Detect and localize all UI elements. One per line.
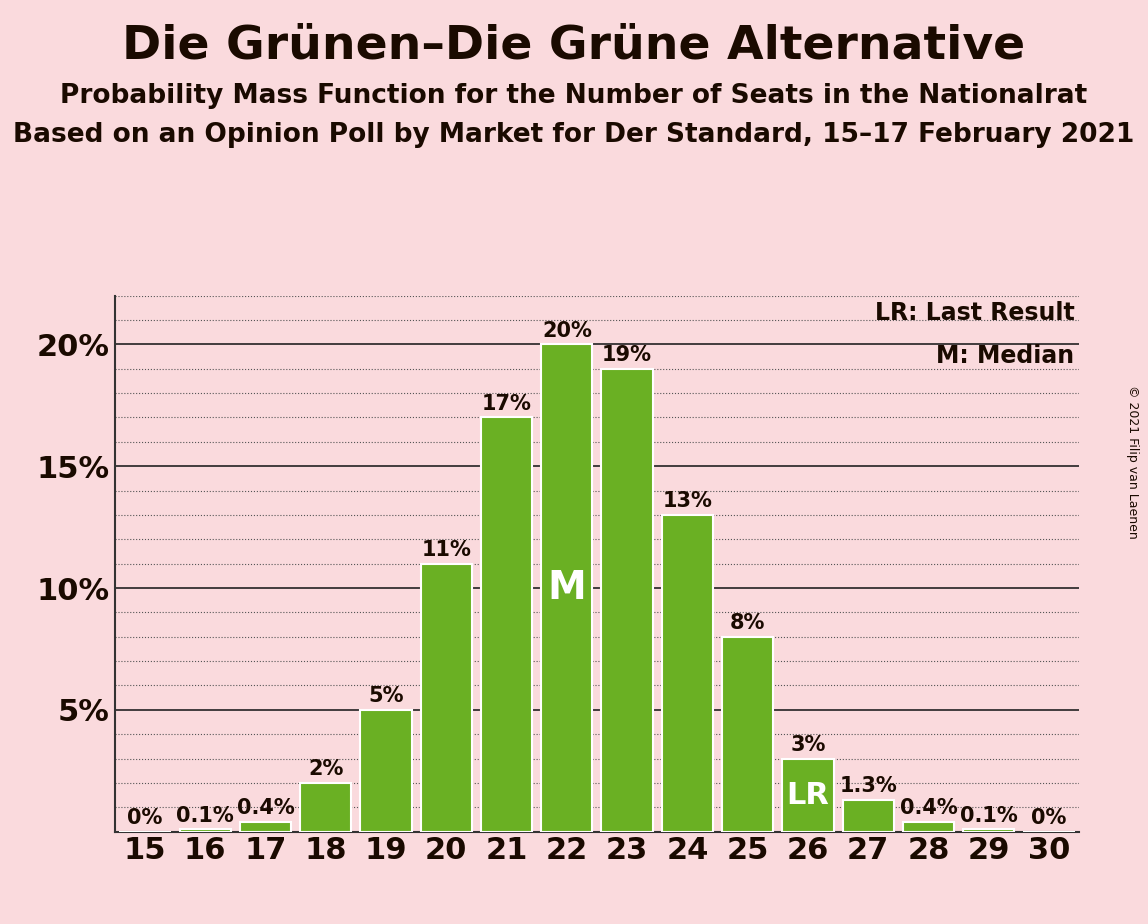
Text: 17%: 17% (482, 394, 532, 414)
Bar (963, 829, 1015, 832)
Text: 0.1%: 0.1% (960, 806, 1017, 825)
Text: Probability Mass Function for the Number of Seats in the Nationalrat: Probability Mass Function for the Number… (61, 83, 1087, 109)
Bar (420, 564, 472, 832)
Text: LR: LR (786, 781, 829, 809)
Text: 19%: 19% (602, 345, 652, 365)
Bar (179, 829, 231, 832)
Bar (360, 710, 412, 832)
Text: 1.3%: 1.3% (839, 776, 897, 796)
Bar (300, 783, 351, 832)
Text: 2%: 2% (308, 760, 343, 779)
Text: 8%: 8% (730, 613, 766, 633)
Text: 0.1%: 0.1% (177, 806, 234, 825)
Text: 11%: 11% (421, 540, 471, 560)
Text: 20%: 20% (542, 321, 591, 341)
Bar (782, 759, 833, 832)
Bar (902, 821, 954, 832)
Bar (240, 821, 292, 832)
Text: 3%: 3% (790, 735, 825, 755)
Text: LR: Last Result: LR: Last Result (875, 301, 1075, 325)
Bar (481, 418, 533, 832)
Text: M: Median: M: Median (936, 344, 1075, 368)
Text: © 2021 Filip van Laenen: © 2021 Filip van Laenen (1126, 385, 1139, 539)
Text: 0.4%: 0.4% (900, 798, 957, 819)
Text: 0.4%: 0.4% (236, 798, 294, 819)
Bar (602, 369, 653, 832)
Bar (843, 800, 894, 832)
Text: 0%: 0% (127, 808, 163, 828)
Text: M: M (548, 569, 587, 607)
Text: 5%: 5% (369, 687, 404, 706)
Text: 0%: 0% (1031, 808, 1066, 828)
Text: 13%: 13% (662, 492, 712, 511)
Bar (661, 515, 713, 832)
Bar (541, 345, 592, 832)
Bar (722, 637, 774, 832)
Text: Based on an Opinion Poll by Market for Der Standard, 15–17 February 2021: Based on an Opinion Poll by Market for D… (14, 122, 1134, 148)
Text: Die Grünen–Die Grüne Alternative: Die Grünen–Die Grüne Alternative (123, 23, 1025, 68)
